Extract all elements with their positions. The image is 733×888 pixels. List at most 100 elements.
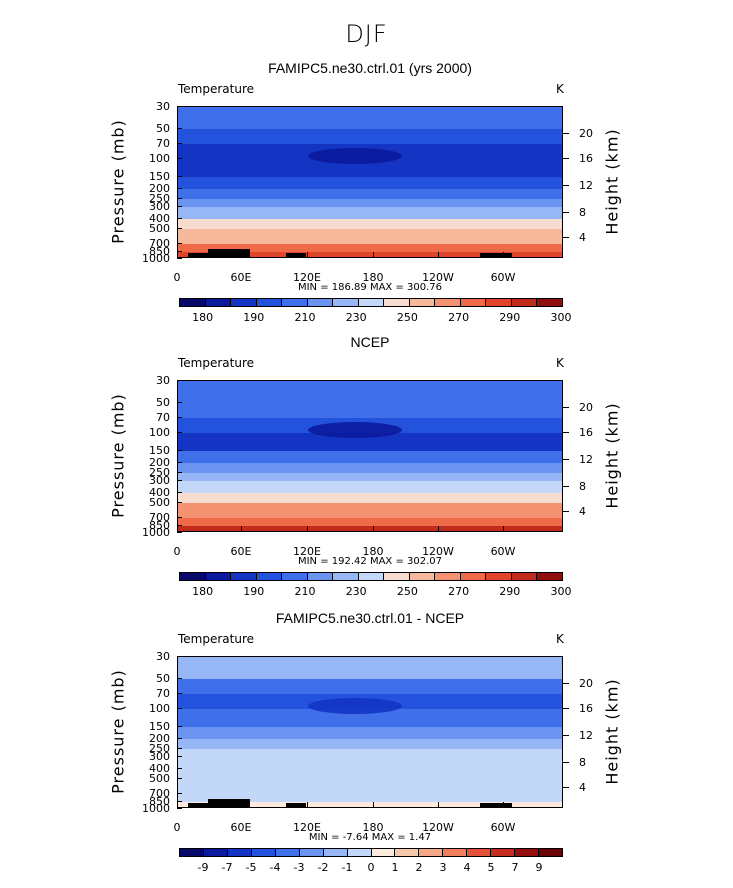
x-tick	[373, 252, 374, 258]
y-tick	[177, 416, 182, 418]
contour-band	[178, 219, 562, 230]
y-tick	[177, 747, 182, 749]
height-tick-label: 20	[579, 677, 593, 691]
y-tick	[177, 106, 182, 107]
contour-band	[178, 129, 562, 145]
x-tick	[241, 252, 242, 258]
height-tick-label: 8	[579, 480, 586, 494]
y-tick	[177, 402, 182, 404]
colorbar-label: 3	[439, 861, 447, 874]
height-tick-label: 20	[579, 127, 593, 141]
height-tick-label: 8	[579, 756, 586, 770]
x-tick-label: 120W	[422, 271, 454, 284]
y-tick-label: 50	[156, 672, 170, 686]
colorbar-label: 4	[463, 861, 471, 874]
height-tick	[563, 185, 569, 187]
colorbar-label: 190	[243, 585, 265, 598]
height-tick-label: 20	[579, 401, 593, 415]
x-tick-label: 60E	[230, 821, 252, 834]
y-axis-title-right: Height (km)	[602, 678, 622, 785]
contour-band	[178, 769, 562, 780]
panel-title: FAMIPC5.ne30.ctrl.01 (yrs 2000)	[268, 60, 472, 76]
y-tick	[177, 218, 182, 220]
y-tick-label: 30	[156, 100, 170, 113]
contour-band	[178, 450, 562, 464]
colorbar-swatch	[395, 849, 420, 856]
contour-band	[178, 403, 562, 419]
colorbar-swatch	[275, 849, 300, 856]
y-tick	[177, 128, 182, 130]
colorbar-swatch	[180, 573, 206, 580]
y-tick-label: 850	[149, 244, 170, 258]
y-tick	[177, 692, 182, 694]
x-tick	[503, 526, 504, 532]
y-tick	[177, 725, 182, 727]
y-tick	[177, 197, 182, 199]
y-tick	[177, 258, 182, 259]
height-tick	[563, 431, 569, 433]
field-label: Temperature	[178, 82, 255, 96]
contour-band	[178, 107, 562, 130]
colorbar-swatch	[409, 573, 436, 580]
y-tick-label: 700	[149, 786, 170, 800]
colorbar-swatch	[384, 573, 410, 580]
y-tick	[177, 532, 182, 533]
y-tick-label: 250	[149, 191, 170, 205]
y-tick-label: 1000	[142, 252, 170, 265]
y-tick-label: 50	[156, 122, 170, 136]
colorbar-swatch	[256, 299, 283, 306]
x-tick	[373, 802, 374, 808]
colorbar-label: 290	[499, 585, 521, 598]
y-tick	[177, 738, 182, 740]
height-tick-label: 16	[579, 151, 593, 165]
x-tick-label: 60E	[230, 271, 252, 284]
units-label: K	[556, 356, 564, 370]
min-max-label: MIN = -7.64 MAX = 1.47	[308, 832, 432, 843]
contour-band	[178, 756, 562, 770]
height-tick-label: 12	[579, 729, 593, 743]
y-axis-title: Pressure (mb)	[108, 669, 128, 794]
colorbar-swatch	[180, 299, 206, 306]
x-tick-label: 120E	[293, 821, 321, 834]
y-tick-label: 70	[156, 136, 170, 150]
y-tick-label: 300	[149, 473, 170, 487]
colorbar-swatch	[333, 299, 359, 306]
contour-band	[178, 381, 562, 404]
contour-band	[178, 243, 562, 253]
colorbar-label: 180	[192, 311, 214, 324]
colorbar-label: 230	[345, 311, 367, 324]
height-tick-label: 4	[579, 780, 586, 794]
x-tick-label: 60W	[490, 545, 516, 558]
y-tick	[177, 800, 182, 802]
colorbar-swatch	[231, 573, 257, 580]
colorbar-swatch	[419, 849, 444, 856]
height-tick-label: 12	[579, 179, 593, 193]
x-tick-label: 0	[173, 271, 181, 284]
units-label: K	[556, 82, 564, 96]
colorbar-swatch	[251, 849, 276, 856]
colorbar-label: -9	[197, 861, 209, 874]
height-tick	[563, 459, 569, 461]
x-tick	[307, 526, 308, 532]
colorbar-swatch	[486, 573, 512, 580]
colorbar-swatch	[358, 299, 385, 306]
contour-band	[178, 463, 562, 474]
contour-band	[178, 709, 562, 728]
y-tick	[177, 479, 182, 481]
colorbar-label: 190	[243, 311, 265, 324]
plot-area	[177, 656, 563, 808]
y-tick-label: 70	[156, 410, 170, 424]
topography-mask	[480, 803, 512, 807]
colorbar-swatch	[537, 299, 562, 306]
contour-band	[178, 679, 562, 695]
min-max-label: MIN = 192.42 MAX = 302.07	[297, 556, 442, 567]
colorbar-swatch	[460, 573, 487, 580]
colorbar-label: 0	[367, 861, 375, 874]
topography-mask	[286, 803, 306, 807]
y-tick	[177, 808, 182, 809]
colorbar-label: 5	[487, 861, 495, 874]
y-tick	[177, 524, 182, 526]
y-tick-label: 400	[149, 212, 170, 226]
colorbar-label: 230	[345, 585, 367, 598]
topography-mask	[480, 253, 512, 257]
